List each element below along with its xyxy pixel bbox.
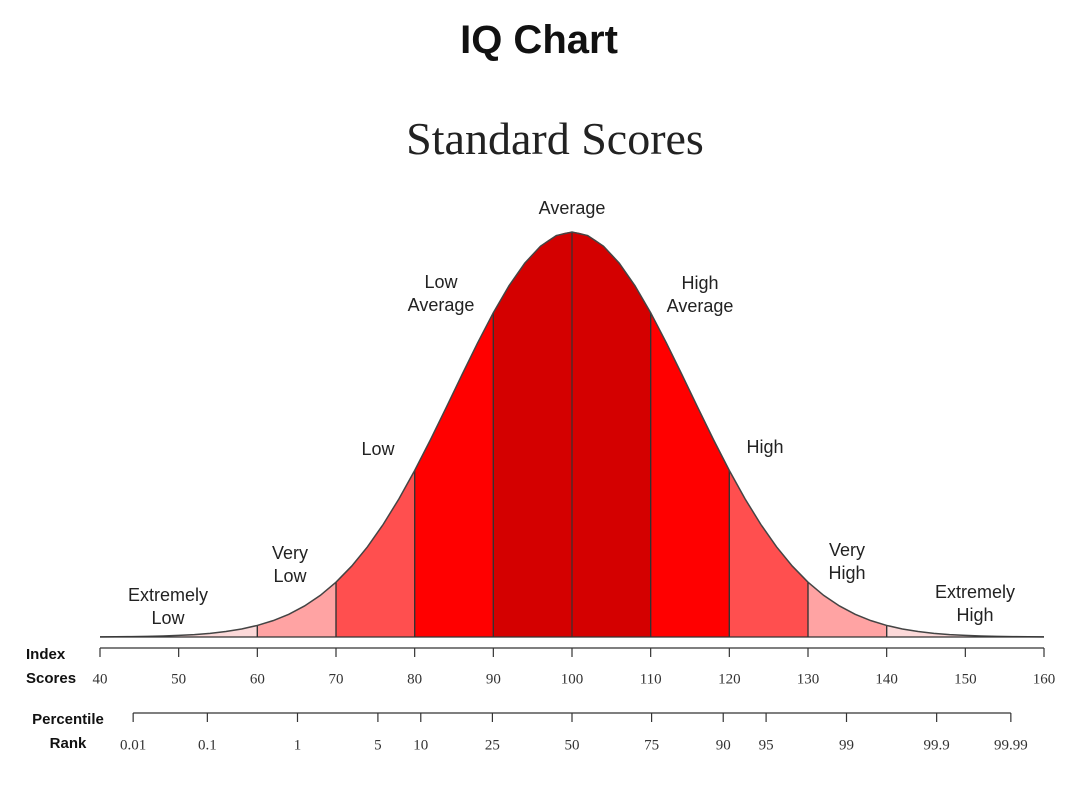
x2-tick-label: 10 xyxy=(413,737,428,753)
chart-title: IQ Chart xyxy=(460,18,618,62)
band-area xyxy=(414,312,494,637)
band-area xyxy=(336,470,415,637)
x2-tick-label: 5 xyxy=(374,737,382,753)
x2-tick-label: 0.01 xyxy=(120,737,146,753)
band-label: Low Average xyxy=(407,272,475,315)
band-label: Low xyxy=(361,439,395,459)
x-tick-label: 150 xyxy=(954,671,977,687)
band-area xyxy=(257,582,336,637)
x-tick-label: 110 xyxy=(640,671,662,687)
curve xyxy=(99,231,1045,638)
band-label: Very Low xyxy=(271,543,309,586)
x2-tick-label: 99.9 xyxy=(924,737,950,753)
x-axis-label: Index Scores xyxy=(26,646,77,687)
x-tick-label: 50 xyxy=(171,671,186,687)
band-label: Extremely Low xyxy=(127,585,208,628)
x2-tick-label: 95 xyxy=(759,737,774,753)
x-tick-label: 40 xyxy=(93,671,108,687)
x2-tick-label: 0.1 xyxy=(198,737,217,753)
x-tick-label: 70 xyxy=(329,671,344,687)
chart-subtitle: Standard Scores xyxy=(406,113,704,164)
x2-tick-label: 90 xyxy=(716,737,731,753)
x-tick-label: 80 xyxy=(407,671,422,687)
x-tick-label: 140 xyxy=(875,671,898,687)
band-area xyxy=(650,312,730,637)
x-tick-label: 130 xyxy=(797,671,820,687)
band-label: Average xyxy=(538,198,606,218)
x-tick-label: 60 xyxy=(250,671,265,687)
x-tick-label: 160 xyxy=(1033,671,1056,687)
x2-tick-label: 75 xyxy=(644,737,659,753)
x-tick-label: 100 xyxy=(561,671,584,687)
x-tick-label: 120 xyxy=(718,671,741,687)
x2-tick-label: 1 xyxy=(294,737,302,753)
band-area xyxy=(729,470,808,637)
x2-tick-label: 99 xyxy=(839,737,854,753)
x-tick-label: 90 xyxy=(486,671,501,687)
x2-tick-label: 99.99 xyxy=(994,737,1028,753)
band-area xyxy=(100,625,258,637)
band-label: High Average xyxy=(666,273,734,316)
x2-axis-label: Percentile Rank xyxy=(32,711,104,752)
x2-tick-label: 50 xyxy=(565,737,580,753)
x2-tick-label: 25 xyxy=(485,737,500,753)
band-area xyxy=(886,625,1044,637)
band-label: High xyxy=(746,437,784,457)
band-area xyxy=(808,582,887,637)
band-label: Extremely High xyxy=(934,582,1015,625)
band-label: Very High xyxy=(828,540,866,583)
